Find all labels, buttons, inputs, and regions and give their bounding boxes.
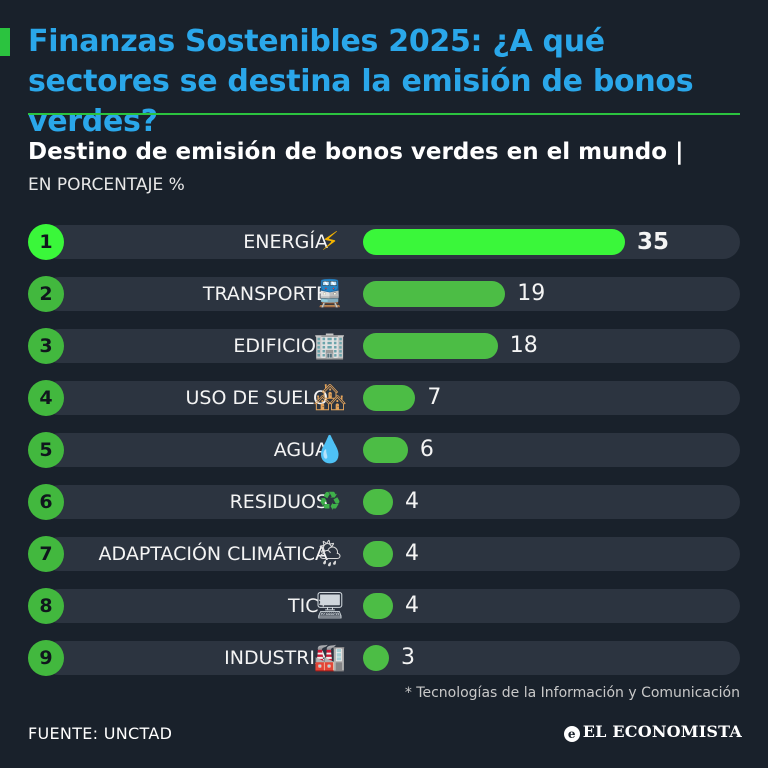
bar xyxy=(363,229,625,255)
rain-cloud-icon: 🌦 xyxy=(313,539,347,569)
accent-bar xyxy=(0,28,10,56)
rank-badge: 8 xyxy=(28,588,64,624)
lightning-icon: ⚡ xyxy=(320,227,340,257)
value-label: 6 xyxy=(419,437,434,462)
rank-badge: 6 xyxy=(28,484,64,520)
value-label: 4 xyxy=(404,541,419,566)
rank-badge: 4 xyxy=(28,380,64,416)
brand-logo: e EL ECONOMISTA xyxy=(563,722,742,742)
rank-badge: 5 xyxy=(28,432,64,468)
category-label: AGUA xyxy=(273,439,328,461)
value-label: 3 xyxy=(401,645,415,670)
bar xyxy=(363,489,393,515)
chart-row: 9 INDUSTRIA 🏭 3 xyxy=(28,640,740,676)
bar-chart: 1 ENERGÍA ⚡ 35 2 TRANSPORTE 🚆 19 3 EDIFICIOS 🏢 18 4 U… xyxy=(28,224,740,684)
value-label: 7 xyxy=(427,385,442,410)
category-label: TIC* xyxy=(288,595,328,617)
chart-row: 8 TIC* 🖥 4 xyxy=(28,588,740,624)
chart-row: 6 RESIDUOS ♻ 4 xyxy=(28,484,740,520)
value-label: 35 xyxy=(637,229,670,255)
category-label: TRANSPORTE xyxy=(202,283,328,305)
value-label: 4 xyxy=(404,593,419,618)
footnote: * Tecnologías de la Información y Comuni… xyxy=(404,685,740,701)
chart-row: 2 TRANSPORTE 🚆 19 xyxy=(28,276,740,312)
category-label: ADAPTACIÓN CLIMÁTICA xyxy=(98,543,328,565)
chart-row: 7 ADAPTACIÓN CLIMÁTICA 🌦 4 xyxy=(28,536,740,572)
category-label: USO DE SUELO xyxy=(185,387,328,409)
bar xyxy=(363,593,393,619)
chart-title: Destino de emisión de bonos verdes en el… xyxy=(28,139,684,165)
rank-badge: 1 xyxy=(28,224,64,260)
bar xyxy=(363,385,416,411)
chart-row: 3 EDIFICIOS 🏢 18 xyxy=(28,328,740,364)
bar xyxy=(363,437,408,463)
brand-name: EL ECONOMISTA xyxy=(582,722,742,741)
value-label: 4 xyxy=(404,489,419,514)
row-track xyxy=(42,641,740,675)
chart-row: 1 ENERGÍA ⚡ 35 xyxy=(28,224,740,260)
bar xyxy=(363,281,506,307)
rank-badge: 7 xyxy=(28,536,64,572)
rank-badge: 2 xyxy=(28,276,64,312)
houses-icon: 🏘 xyxy=(313,383,347,413)
source-label: FUENTE: UNCTAD xyxy=(28,724,173,743)
value-label: 18 xyxy=(509,333,538,358)
page-title: Finanzas Sostenibles 2025: ¿A qué sector… xyxy=(28,24,694,139)
factory-icon: 🏭 xyxy=(313,643,347,673)
train-icon: 🚆 xyxy=(313,279,347,309)
category-label: EDIFICIOS xyxy=(233,335,328,357)
recycle-icon: ♻ xyxy=(318,487,342,517)
rank-badge: 3 xyxy=(28,328,64,364)
value-label: 19 xyxy=(517,281,546,306)
bar xyxy=(363,645,389,671)
bar xyxy=(363,541,393,567)
building-icon: 🏢 xyxy=(313,331,347,361)
category-label: INDUSTRIA xyxy=(224,647,328,669)
monitor-icon: 🖥 xyxy=(313,591,347,621)
title-divider xyxy=(28,113,740,115)
category-label: RESIDUOS xyxy=(229,491,328,513)
category-label: ENERGÍA xyxy=(243,231,328,253)
water-drop-icon: 💧 xyxy=(313,435,347,465)
chart-unit-label: EN PORCENTAJE % xyxy=(28,175,185,195)
chart-row: 4 USO DE SUELO 🏘 7 xyxy=(28,380,740,416)
bar xyxy=(363,333,498,359)
brand-mark-icon: e xyxy=(563,726,580,742)
chart-row: 5 AGUA 💧 6 xyxy=(28,432,740,468)
rank-badge: 9 xyxy=(28,640,64,676)
